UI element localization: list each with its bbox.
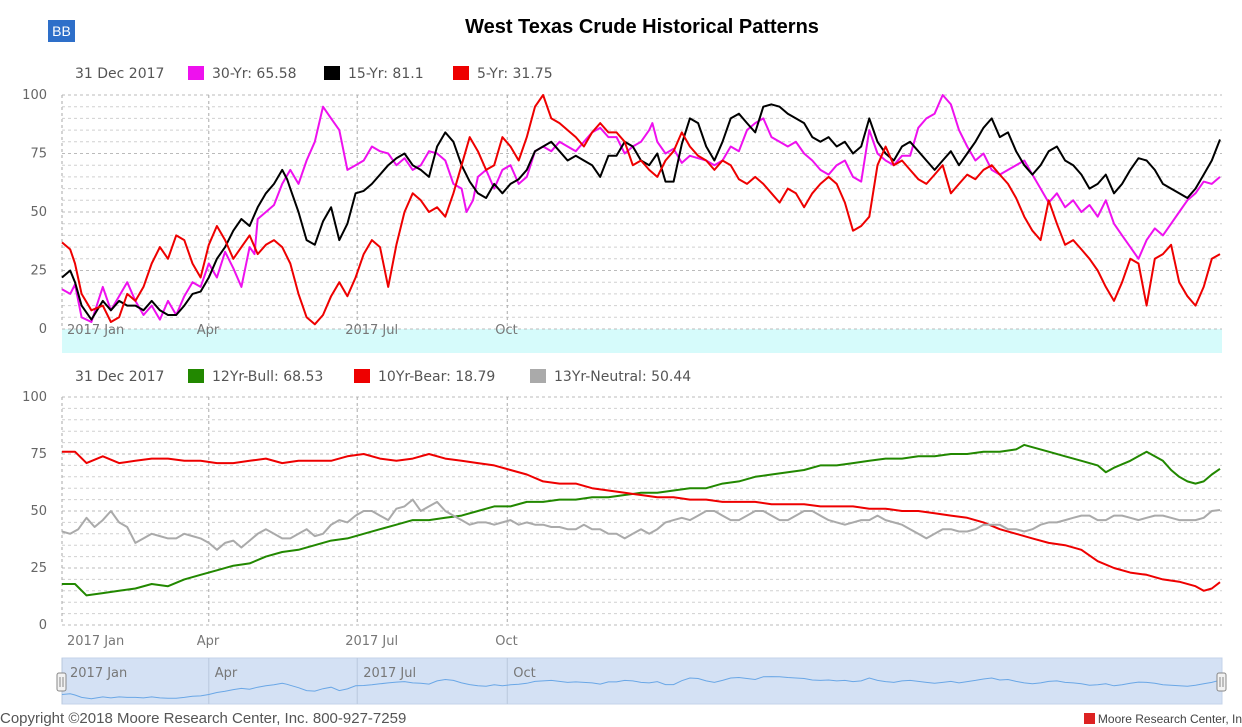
legend-swatch-10yr-bear[interactable]: [354, 369, 370, 383]
brand-text: Moore Research Center, In: [1097, 712, 1242, 726]
x-tick-label: 2017 Jan: [67, 634, 124, 649]
series-line-15-yr: [61, 103, 1221, 321]
y-tick-label: 25: [30, 561, 47, 576]
legend-swatch-30-yr[interactable]: [188, 66, 204, 80]
navigator-labels: 2017 Jan Apr 2017 Jul Oct: [61, 658, 536, 704]
navigator-label: 2017 Jul: [363, 666, 416, 681]
y-tick-label: 100: [22, 88, 47, 103]
legend-item-12yr-bull[interactable]: 12Yr-Bull: 68.53: [212, 369, 323, 385]
x-tick-label: Apr: [197, 323, 220, 338]
brand-link[interactable]: Moore Research Center, In: [1083, 712, 1242, 726]
copyright-text: Copyright ©2018 Moore Research Center, I…: [0, 710, 407, 727]
legend-item-10yr-bear[interactable]: 10Yr-Bear: 18.79: [378, 369, 495, 385]
brand-icon: [1083, 713, 1095, 724]
legend-date: 31 Dec 2017: [75, 66, 164, 82]
bottom-chart-series: [61, 443, 1221, 597]
navigator-selection[interactable]: [61, 657, 1223, 705]
legend-item-5-yr[interactable]: 5-Yr: 31.75: [477, 66, 553, 82]
navigator-left-handle[interactable]: [56, 672, 67, 692]
y-tick-label: 50: [30, 504, 47, 519]
legend-item-15-yr[interactable]: 15-Yr: 81.1: [348, 66, 424, 82]
navigator-right-handle[interactable]: [1216, 672, 1227, 692]
y-tick-label: 75: [30, 147, 47, 162]
legend-item-13yr-neutral[interactable]: 13Yr-Neutral: 50.44: [554, 369, 691, 385]
legend-date: 31 Dec 2017: [75, 369, 164, 385]
y-tick-label: 25: [30, 264, 47, 279]
series-line-5-yr: [61, 94, 1221, 326]
top-chart-x-axis: 2017 Jan Apr 2017 Jul Oct: [67, 323, 518, 338]
series-line-12yr-bull: [62, 443, 1221, 597]
y-tick-label: 0: [39, 322, 47, 337]
legend-swatch-13yr-neutral[interactable]: [530, 369, 546, 383]
top-chart-band: [62, 329, 1222, 353]
bottom-chart-x-axis: 2017 Jan Apr 2017 Jul Oct: [67, 634, 518, 649]
x-tick-label: 2017 Jul: [345, 634, 398, 649]
chart-title: West Texas Crude Historical Patterns: [465, 16, 819, 38]
bottom-chart-grid: [61, 396, 1222, 626]
legend-swatch-15-yr[interactable]: [324, 66, 340, 80]
logo-badge[interactable]: BB: [48, 20, 75, 42]
x-tick-label: Oct: [495, 634, 517, 649]
range-navigator[interactable]: 2017 Jan Apr 2017 Jul Oct: [56, 657, 1227, 705]
y-tick-label: 100: [22, 390, 47, 405]
top-chart-y-axis: 0 25 50 75 100: [22, 88, 47, 337]
top-chart-grid: [61, 94, 1222, 330]
y-tick-label: 75: [30, 447, 47, 462]
x-tick-label: Apr: [197, 634, 220, 649]
navigator-line: [61, 676, 1221, 700]
x-tick-label: Oct: [495, 323, 517, 338]
top-chart-legend[interactable]: 31 Dec 2017 30-Yr: 65.58 15-Yr: 81.1 5-Yr: …: [75, 66, 553, 82]
x-tick-label: 2017 Jan: [67, 323, 124, 338]
legend-swatch-5-yr[interactable]: [453, 66, 469, 80]
series-line-10yr-bear: [62, 450, 1221, 592]
bottom-chart: 0 25 50 75 100 2017 Jan Apr 2017 Jul Oct 31 Dec…: [22, 369, 1222, 649]
bottom-chart-legend[interactable]: 31 Dec 2017 12Yr-Bull: 68.53 10Yr-Bear: 18…: [75, 369, 691, 385]
top-chart: 0 25 50 75 100 2017 Jan Apr 2017 Jul Oct 31 Dec…: [22, 66, 1222, 353]
x-tick-label: 2017 Jul: [345, 323, 398, 338]
top-chart-series: [61, 94, 1221, 326]
navigator-label: Oct: [513, 666, 535, 681]
bottom-chart-y-axis: 0 25 50 75 100: [22, 390, 47, 633]
y-tick-label: 0: [39, 618, 47, 633]
series-line-13yr-neutral: [61, 498, 1221, 551]
legend-swatch-12yr-bull[interactable]: [188, 369, 204, 383]
navigator-label: Apr: [215, 666, 238, 681]
legend-item-30-yr[interactable]: 30-Yr: 65.58: [212, 66, 297, 82]
y-tick-label: 50: [30, 205, 47, 220]
navigator-label: 2017 Jan: [70, 666, 127, 681]
